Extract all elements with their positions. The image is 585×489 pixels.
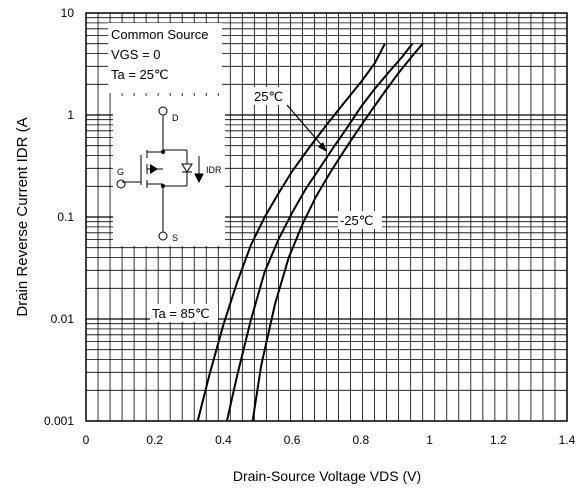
junction-dot [161,150,165,154]
series-line [225,43,414,422]
x-tick-label: 0.6 [284,433,301,447]
series-line [196,43,386,422]
annotation-25c: 25℃ [254,89,283,104]
body-arrow-icon [150,164,158,174]
x-tick-label: 1.2 [490,433,507,447]
chart-tick-labels: 0 0.2 0.4 0.6 0.8 1 1.2 1.4 0.001 0.01 0.1 1 10 [44,6,576,447]
legend-line-source: Common Source [111,27,209,42]
y-tick-label: 1 [67,108,74,122]
legend-line-ta: Ta = 25℃ [111,67,169,82]
y-tick-label: 0.01 [51,312,75,326]
conditions-legend: Common Source VGS = 0 Ta = 25℃ [108,23,222,93]
x-tick-label: 0.8 [353,433,370,447]
junction-dot [161,184,165,188]
y-tick-label: 10 [61,6,75,20]
x-tick-label: 1 [426,433,433,447]
y-axis-label: Drain Reverse Current IDR (A [14,117,31,316]
annotation-25c-pointer [286,104,326,150]
annotation-minus-25c: -25℃ [340,213,373,228]
circuit-inset: D G S IDR [113,96,225,246]
x-tick-label: 1.4 [559,433,576,447]
series-line [251,43,424,422]
chart-curves [196,43,424,422]
y-tick-label: 0.001 [44,414,74,428]
plot-frame [85,12,568,422]
x-tick-label: 0.2 [146,433,163,447]
x-tick-label: 0 [83,433,90,447]
legend-line-vgs: VGS = 0 [111,47,161,62]
gate-label: G [117,167,124,177]
y-tick-label: 0.1 [57,210,74,224]
arrowhead-icon [318,142,327,152]
idr-label: IDR [206,165,222,175]
drain-label: D [172,113,179,123]
annotation-85c: Ta = 85℃ [152,306,210,321]
source-label: S [172,233,178,243]
x-axis-label: Drain-Source Voltage VDS (V) [233,468,421,484]
mosfet-symbol [116,106,204,241]
x-tick-label: 0.4 [215,433,232,447]
